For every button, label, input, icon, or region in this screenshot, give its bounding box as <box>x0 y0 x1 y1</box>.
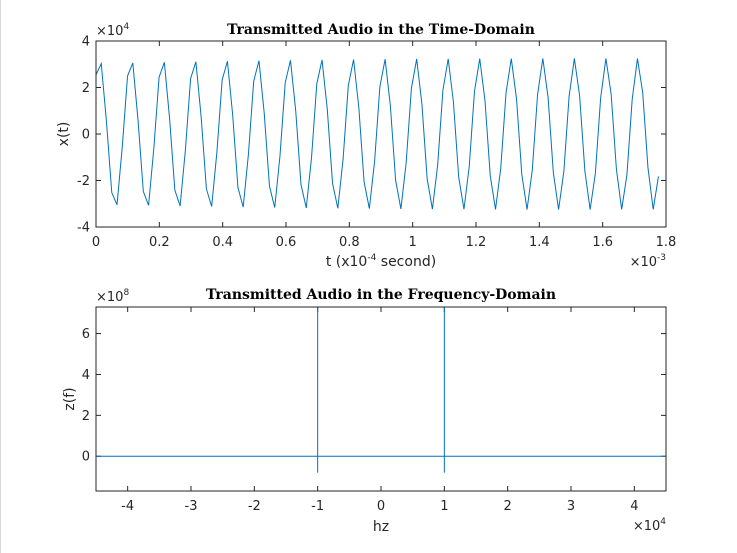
time-x-tick-label: 0.6 <box>276 235 297 250</box>
time-x-tick-labels: 0 0.2 0.4 0.6 0.8 1 1.2 1.4 1.6 1.8 <box>92 235 676 250</box>
time-domain-axes: 0 0.2 0.4 0.6 0.8 1 1.2 1.4 1.6 1.8 -4 -2 0 2 4 Trans… <box>56 22 676 270</box>
frequency-y-tick-labels: 0 2 4 6 <box>82 327 90 465</box>
time-y-exponent: ×104 <box>96 22 129 39</box>
time-y-axis-label: x(t) <box>56 122 72 147</box>
time-y-tick-label: 0 <box>82 128 90 143</box>
frequency-x-tick-label: 2 <box>504 499 512 514</box>
time-x-tick-label: 0 <box>92 235 100 250</box>
time-x-tick-label: 1.8 <box>656 235 677 250</box>
time-domain-title: Transmitted Audio in the Time-Domain <box>227 22 535 38</box>
frequency-signal-lines <box>96 307 666 473</box>
frequency-y-tick-label: 0 <box>82 450 90 465</box>
frequency-x-tick-label: 3 <box>567 499 575 514</box>
frequency-x-tick-labels: -4 -3 -2 -1 0 1 2 3 4 <box>121 499 638 514</box>
frequency-axes-box <box>95 306 667 492</box>
window-edge <box>0 0 1 553</box>
frequency-x-exponent: ×104 <box>633 517 666 534</box>
time-y-tick-label: -4 <box>77 221 90 236</box>
time-y-tick-label: 4 <box>82 35 90 50</box>
frequency-domain-title: Transmitted Audio in the Frequency-Domai… <box>206 287 556 303</box>
time-y-tick-labels: -4 -2 0 2 4 <box>77 35 90 236</box>
time-y-tick-label: 2 <box>82 81 90 96</box>
time-x-tick-label: 1 <box>409 235 417 250</box>
time-x-tick-label: 1.2 <box>466 235 487 250</box>
frequency-x-tick-label: -1 <box>311 499 324 514</box>
frequency-plot-area <box>96 307 666 491</box>
time-plot-area <box>96 41 666 227</box>
frequency-y-tick-label: 4 <box>82 368 90 383</box>
frequency-x-tick-label: 4 <box>630 499 638 514</box>
frequency-x-tick-label: 1 <box>440 499 448 514</box>
frequency-y-tick-label: 2 <box>82 409 90 424</box>
frequency-x-tick-label: 0 <box>377 499 385 514</box>
time-x-tick-label: 1.4 <box>529 235 550 250</box>
time-y-tick-label: -2 <box>77 174 90 189</box>
frequency-x-tick-label: -3 <box>185 499 198 514</box>
time-x-tick-label: 0.4 <box>212 235 233 250</box>
frequency-y-axis-label: z(f) <box>62 387 78 410</box>
time-x-axis-label: t (x10-4 second) <box>326 253 436 270</box>
time-x-exponent: ×10-3 <box>630 253 666 270</box>
frequency-y-tick-label: 6 <box>82 327 90 342</box>
time-x-tick-label: 1.6 <box>592 235 613 250</box>
frequency-x-axis-label: hz <box>373 519 389 535</box>
time-signal-line <box>96 58 659 210</box>
frequency-x-tick-label: -4 <box>121 499 134 514</box>
time-x-tick-label: 0.2 <box>149 235 170 250</box>
time-axes-box <box>95 40 667 228</box>
frequency-y-exponent: ×108 <box>96 288 129 305</box>
frequency-domain-axes: -4 -3 -2 -1 0 1 2 3 4 0 2 4 6 Transmitted Audio in … <box>62 287 667 535</box>
frequency-axis-ticks <box>96 307 666 491</box>
time-x-tick-label: 0.8 <box>339 235 360 250</box>
frequency-x-tick-label: -2 <box>248 499 261 514</box>
